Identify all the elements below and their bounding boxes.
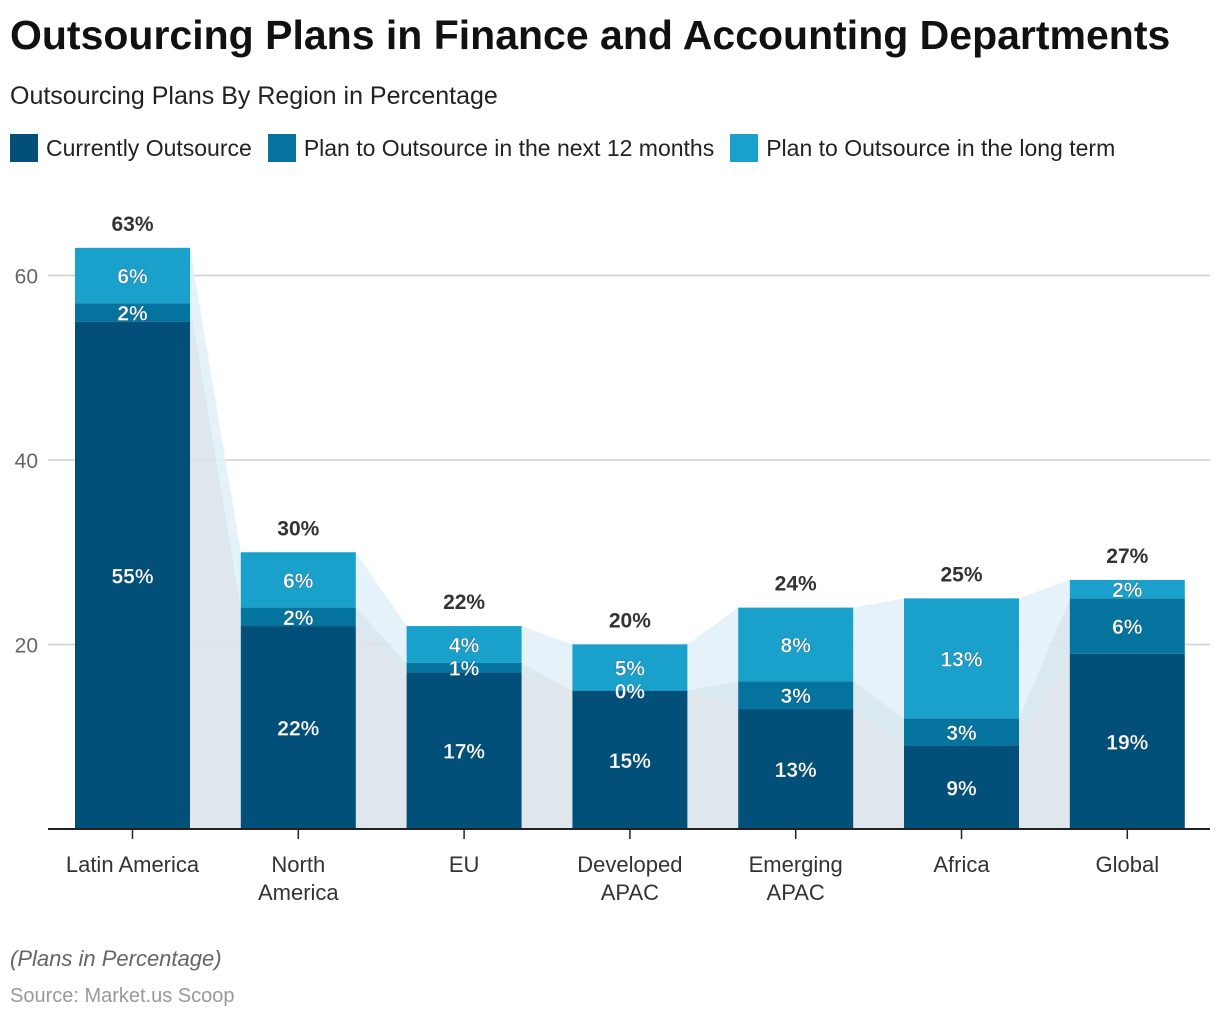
total-label: 20%: [609, 610, 651, 633]
y-tick-label: 20: [15, 635, 38, 658]
connector-band: [1019, 653, 1070, 829]
connector-band: [687, 690, 739, 829]
total-label: 22%: [443, 591, 485, 614]
data-label: 22%: [277, 718, 319, 741]
data-label: 15%: [609, 750, 651, 773]
connector-band: [1019, 598, 1070, 746]
data-label: 5%: [615, 658, 646, 681]
connector-band: [355, 607, 407, 673]
bar-segment[interactable]: [75, 303, 190, 322]
connector-band: [521, 672, 573, 829]
data-label: 8%: [781, 635, 812, 658]
data-label: 3%: [946, 722, 977, 745]
total-label: 63%: [111, 213, 153, 236]
legend-item-long-term[interactable]: Plan to Outsource in the long term: [730, 134, 1115, 162]
bar-segment[interactable]: [240, 607, 356, 627]
connector-band: [190, 247, 241, 608]
chart-title: Outsourcing Plans in Finance and Account…: [10, 12, 1171, 58]
bar-segment[interactable]: [1069, 579, 1185, 599]
connector-band: [521, 662, 573, 691]
x-tick-label: Emerging: [749, 852, 843, 877]
bar-segment[interactable]: [1069, 653, 1185, 829]
chart-source: Source: Market.us Scoop: [10, 985, 235, 1007]
bar-segment[interactable]: [240, 626, 356, 829]
bar-segment[interactable]: [572, 644, 688, 691]
x-tick-label: Africa: [933, 852, 990, 877]
data-label: 6%: [283, 570, 314, 593]
x-tick-label: APAC: [601, 880, 659, 905]
x-tick-label: EU: [449, 852, 480, 877]
data-label: 6%: [117, 266, 148, 289]
bar-segment[interactable]: [406, 672, 522, 829]
total-label: 30%: [277, 517, 319, 540]
connector-band: [1019, 579, 1070, 719]
data-label: 9%: [946, 777, 977, 800]
bar-segment[interactable]: [1069, 598, 1185, 654]
data-label: 6%: [1112, 616, 1143, 639]
connector-band: [190, 303, 241, 627]
bar-segment[interactable]: [738, 607, 854, 682]
chart-subtitle: Outsourcing Plans By Region in Percentag…: [10, 82, 498, 110]
bar-segment[interactable]: [240, 552, 356, 608]
data-label: 55%: [111, 565, 153, 588]
data-label: 2%: [283, 607, 314, 630]
bar-segment[interactable]: [406, 626, 522, 663]
x-tick-label: America: [258, 880, 339, 905]
bar-segment[interactable]: [904, 598, 1019, 719]
bar-segment[interactable]: [904, 718, 1019, 746]
connector-band: [355, 552, 407, 663]
legend: Currently Outsource Plan to Outsource in…: [10, 134, 1115, 162]
total-label: 24%: [775, 573, 817, 596]
bar-segment[interactable]: [406, 662, 522, 673]
connector-band: [190, 321, 241, 829]
connector-band: [521, 626, 573, 691]
bar-segment[interactable]: [738, 709, 854, 829]
bar-segment[interactable]: [75, 321, 190, 829]
connector-band: [687, 607, 739, 691]
bar-segment[interactable]: [75, 247, 190, 304]
bar-segment[interactable]: [572, 690, 688, 829]
y-tick-label: 40: [15, 450, 38, 473]
legend-item-next-12-months[interactable]: Plan to Outsource in the next 12 months: [267, 134, 715, 162]
data-label: 1%: [449, 658, 480, 681]
total-label: 25%: [940, 563, 982, 586]
connector-band: [853, 681, 904, 746]
data-label: 2%: [117, 302, 148, 325]
x-tick-label: Global: [1096, 852, 1160, 877]
legend-label: Plan to Outsource in the next 12 months: [303, 134, 715, 161]
legend-label: Currently Outsource: [46, 134, 252, 161]
data-label: 3%: [781, 685, 812, 708]
bar-segment[interactable]: [738, 681, 854, 710]
x-tick-label: North: [271, 852, 325, 877]
legend-swatch: [267, 134, 296, 162]
legend-label: Plan to Outsource in the long term: [766, 134, 1116, 161]
connector-band: [853, 598, 904, 719]
legend-swatch: [10, 134, 38, 162]
connector-band: [687, 681, 739, 710]
data-label: 17%: [443, 741, 485, 764]
data-label: 19%: [1106, 731, 1148, 754]
data-label: 2%: [1112, 579, 1143, 602]
data-label: 0%: [615, 681, 646, 704]
total-label: 27%: [1106, 545, 1148, 568]
legend-item-currently[interactable]: Currently Outsource: [10, 134, 252, 162]
bar-segment[interactable]: [904, 745, 1019, 829]
x-tick-label: Latin America: [66, 852, 200, 877]
data-label: 4%: [449, 635, 480, 658]
connector-band: [853, 709, 904, 829]
data-label: 13%: [775, 759, 817, 782]
x-tick-label: Developed: [577, 852, 682, 877]
legend-swatch: [730, 134, 759, 162]
data-label: 13%: [940, 648, 982, 671]
connector-band: [355, 626, 407, 829]
y-tick-label: 60: [15, 266, 38, 289]
chart-note: (Plans in Percentage): [10, 946, 222, 971]
x-tick-label: APAC: [767, 880, 825, 905]
